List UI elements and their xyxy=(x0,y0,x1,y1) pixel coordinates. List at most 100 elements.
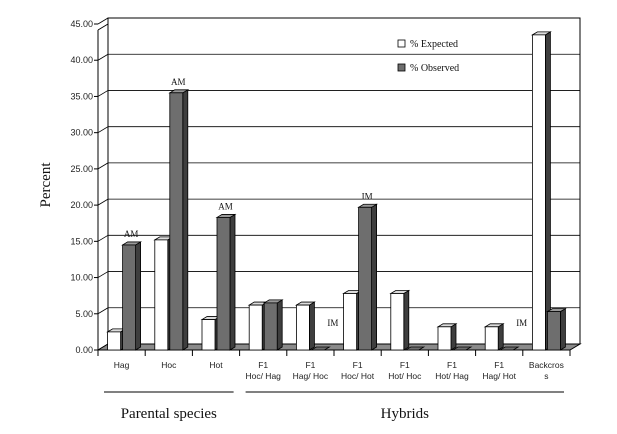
side-wall-gridline xyxy=(97,53,109,61)
bar-expected-front xyxy=(390,293,405,351)
y-tick-label: 35.00 xyxy=(70,91,93,101)
category-label: F1 xyxy=(447,360,457,370)
side-wall-gridline xyxy=(97,17,109,25)
bar-expected-front xyxy=(295,304,310,351)
bar-observed-side xyxy=(182,89,189,351)
category-label: F1 xyxy=(258,360,268,370)
bar-observed xyxy=(357,203,379,351)
annotation-label: IM xyxy=(327,318,338,328)
category-label: F1 xyxy=(494,360,504,370)
bar-expected xyxy=(294,301,316,351)
bar-expected-side xyxy=(308,301,315,351)
bar-observed xyxy=(498,346,520,351)
y-tick-label: 45.00 xyxy=(70,19,93,29)
side-wall-gridline xyxy=(97,234,109,242)
category-label: Hag/ Hoc xyxy=(293,371,329,381)
legend-swatch-observed xyxy=(397,63,406,72)
bar-expected xyxy=(483,323,505,351)
bars xyxy=(106,31,567,351)
side-wall-gridline xyxy=(97,198,109,206)
category-label: F1 xyxy=(353,360,363,370)
annotation-label: AM xyxy=(124,229,139,239)
bar-observed-flat xyxy=(451,346,473,351)
category-label: Hot xyxy=(209,360,223,370)
bar-expected-front xyxy=(437,326,452,351)
bar-expected xyxy=(530,31,552,351)
y-tick-label: 15.00 xyxy=(70,236,93,246)
side-wall-gridline xyxy=(97,307,109,315)
category-label: Hoc xyxy=(161,360,177,370)
bar-observed xyxy=(121,241,143,351)
bar-observed-front xyxy=(358,206,373,351)
bar-observed-flat xyxy=(404,346,426,351)
category-label: Hag xyxy=(114,360,130,370)
bar-observed-side xyxy=(560,307,566,351)
annotation-label: AM xyxy=(171,77,186,87)
bar-observed xyxy=(451,346,473,351)
category-label: Hoc/ Hot xyxy=(341,371,375,381)
bar-expected-side xyxy=(450,323,457,351)
y-tick-label: 0.00 xyxy=(75,345,93,355)
y-tick-label: 10.00 xyxy=(70,273,93,283)
bar-expected-front xyxy=(107,331,121,351)
legend: % Expected % Observed xyxy=(397,39,459,74)
group-label: Hybrids xyxy=(381,406,429,422)
side-wall-gridline xyxy=(97,271,109,278)
y-tick-label: 30.00 xyxy=(70,128,93,138)
group-label: Parental species xyxy=(121,406,217,422)
bar-observed-flat xyxy=(498,346,520,351)
bar-observed xyxy=(168,89,190,351)
bar-expected xyxy=(389,289,411,351)
bar-observed xyxy=(545,307,567,351)
category-label: Hoc/ Hag xyxy=(245,371,281,381)
category-label: F1 xyxy=(305,360,315,370)
bar-expected xyxy=(436,323,458,351)
bar-expected-front xyxy=(484,326,499,351)
bar-observed-front xyxy=(547,311,561,351)
category-label: Backcros xyxy=(529,360,564,370)
category-label: Hag/ Hot xyxy=(482,371,516,381)
annotation-label: IM xyxy=(516,318,527,328)
bar-expected-side xyxy=(545,31,551,351)
y-tick-label: 25.00 xyxy=(70,164,93,174)
annotation-label: IM xyxy=(362,191,373,201)
legend-label: % Observed xyxy=(410,63,459,74)
bar-observed xyxy=(262,299,284,351)
bar-observed-side xyxy=(135,241,142,351)
bar-expected-front xyxy=(532,34,546,351)
bar-expected-front xyxy=(343,293,358,351)
side-wall-gridline xyxy=(97,126,109,134)
category-label: Hot/ Hoc xyxy=(388,371,422,381)
bar-observed-front xyxy=(263,302,278,351)
category-label: s xyxy=(544,371,548,381)
annotation-label: AM xyxy=(218,201,233,211)
bar-observed-front xyxy=(169,92,184,351)
y-tick-label: 5.00 xyxy=(75,309,93,319)
bar-observed-side xyxy=(229,213,236,351)
category-label: F1 xyxy=(400,360,410,370)
bar-expected-front xyxy=(248,304,263,351)
legend-label: % Expected xyxy=(410,39,458,50)
bar-expected-front xyxy=(154,239,169,351)
bar-observed xyxy=(215,213,237,351)
legend-swatch-expected xyxy=(397,39,406,48)
bar-expected-side xyxy=(403,289,410,351)
side-wall-gridline xyxy=(97,162,109,170)
category-label: Hot/ Hag xyxy=(435,371,469,381)
y-tick-label: 40.00 xyxy=(70,55,93,65)
bar-observed-flat xyxy=(309,346,331,351)
bar-observed xyxy=(309,346,331,351)
bar-expected-side xyxy=(497,323,504,351)
bar-observed xyxy=(404,346,426,351)
bar-observed-side xyxy=(276,299,283,351)
bar-observed-front xyxy=(122,244,136,351)
bar-observed-side xyxy=(371,203,378,351)
y-axis-label: Percent xyxy=(38,162,54,208)
side-wall-gridline xyxy=(97,90,109,97)
bar-observed-front xyxy=(216,217,231,351)
y-axis-top-edge xyxy=(97,23,109,31)
y-tick-label: 20.00 xyxy=(70,200,93,210)
bar-expected-front xyxy=(201,319,216,351)
